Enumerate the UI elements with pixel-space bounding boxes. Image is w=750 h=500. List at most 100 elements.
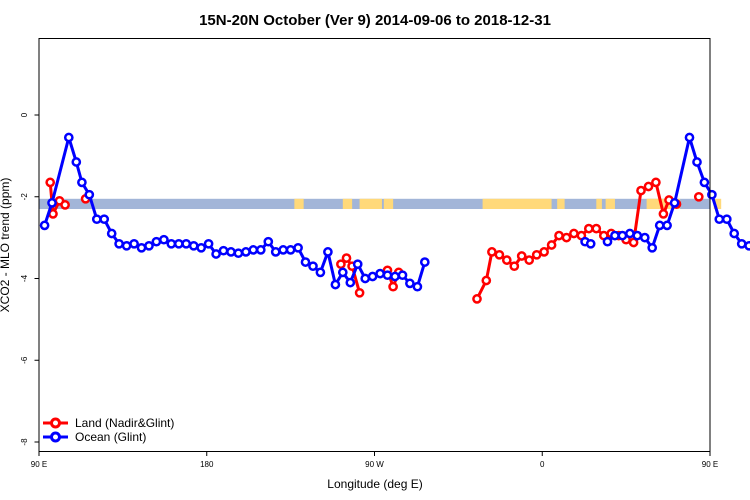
data-point bbox=[721, 214, 732, 225]
reference-band bbox=[39, 198, 722, 210]
series-layer bbox=[39, 132, 750, 304]
land-band-segment bbox=[605, 198, 615, 210]
data-point bbox=[397, 270, 408, 281]
data-point bbox=[341, 253, 352, 263]
legend-land-label: Land (Nadir&Glint) bbox=[75, 416, 174, 430]
data-point bbox=[121, 240, 132, 251]
legend-ocean-marker bbox=[50, 431, 61, 443]
data-point bbox=[707, 189, 717, 200]
x-tick-label: 90 E bbox=[31, 460, 47, 469]
x-tick-label: 90 W bbox=[365, 460, 384, 469]
series-ocean bbox=[39, 132, 750, 292]
data-point bbox=[84, 189, 95, 200]
data-point bbox=[233, 248, 244, 259]
data-point bbox=[390, 271, 400, 282]
data-point bbox=[315, 267, 326, 278]
land-band-segment bbox=[557, 198, 565, 210]
data-point bbox=[591, 223, 602, 234]
data-point bbox=[278, 245, 289, 255]
data-point bbox=[472, 294, 482, 304]
land-band-segment bbox=[383, 198, 394, 210]
data-point bbox=[546, 240, 557, 250]
data-point bbox=[39, 220, 50, 231]
data-point bbox=[583, 223, 594, 234]
x-tick-label: 0 bbox=[540, 460, 545, 469]
data-point bbox=[561, 232, 572, 243]
y-tick-label: -8 bbox=[20, 438, 29, 446]
data-point bbox=[330, 279, 341, 290]
data-point bbox=[45, 177, 56, 188]
data-point bbox=[699, 177, 710, 188]
data-point bbox=[166, 238, 177, 249]
data-point bbox=[99, 214, 110, 225]
data-point bbox=[654, 220, 665, 231]
data-point bbox=[106, 228, 117, 239]
data-point bbox=[173, 238, 184, 249]
land-band-segment bbox=[342, 198, 353, 210]
data-point bbox=[159, 234, 169, 245]
data-point bbox=[337, 267, 348, 278]
data-point bbox=[651, 177, 661, 188]
data-point bbox=[569, 228, 579, 239]
data-point bbox=[196, 242, 207, 253]
data-point bbox=[263, 236, 274, 247]
data-point bbox=[501, 255, 512, 265]
land-band-segment bbox=[596, 198, 602, 210]
series-line bbox=[43, 136, 427, 289]
data-point bbox=[487, 247, 497, 257]
x-axis: 90 E 180 90 W 0 90 E bbox=[31, 451, 718, 469]
x-tick-label: 90 E bbox=[702, 460, 718, 469]
data-point bbox=[744, 240, 750, 251]
data-point bbox=[693, 191, 704, 202]
data-point bbox=[625, 228, 635, 239]
data-point bbox=[509, 261, 520, 272]
data-point bbox=[539, 247, 549, 257]
data-point bbox=[354, 287, 365, 298]
data-point bbox=[47, 198, 57, 208]
data-point bbox=[300, 257, 311, 267]
land-band-segment bbox=[646, 198, 681, 210]
data-point bbox=[323, 247, 333, 257]
data-point bbox=[628, 237, 639, 248]
data-point bbox=[203, 238, 214, 249]
land-band-segment bbox=[359, 198, 382, 210]
data-point bbox=[211, 249, 221, 259]
data-point bbox=[129, 238, 139, 249]
data-point bbox=[412, 281, 423, 292]
x-tick-label: 180 bbox=[200, 460, 214, 469]
data-point bbox=[248, 245, 259, 255]
data-point bbox=[181, 238, 192, 249]
data-point bbox=[270, 247, 281, 257]
data-point bbox=[481, 275, 492, 286]
data-point bbox=[60, 200, 70, 210]
data-point bbox=[617, 230, 628, 241]
legend-ocean-label: Ocean (Glint) bbox=[75, 430, 146, 444]
data-point bbox=[71, 157, 82, 167]
data-point bbox=[218, 245, 229, 256]
data-point bbox=[188, 240, 199, 251]
data-point bbox=[419, 257, 430, 267]
data-point bbox=[585, 238, 596, 249]
y-tick-label: 0 bbox=[20, 112, 29, 117]
y-axis-label: XCO2 - MLO trend (ppm) bbox=[0, 178, 12, 313]
data-point bbox=[360, 273, 371, 284]
data-point bbox=[63, 132, 74, 143]
legend-land-marker bbox=[50, 417, 61, 429]
data-point bbox=[684, 132, 695, 143]
data-point bbox=[647, 242, 658, 253]
data-point bbox=[602, 236, 613, 247]
data-point bbox=[736, 238, 747, 249]
data-point bbox=[643, 181, 654, 192]
data-point bbox=[405, 278, 415, 289]
x-axis-label: Longitude (deg E) bbox=[327, 477, 422, 491]
data-point bbox=[494, 249, 505, 260]
data-point bbox=[662, 220, 672, 231]
data-point bbox=[531, 249, 542, 260]
y-tick-label: -4 bbox=[20, 274, 29, 282]
data-point bbox=[255, 245, 266, 255]
data-point bbox=[554, 230, 564, 241]
land-band-segment bbox=[294, 198, 304, 210]
data-point bbox=[144, 240, 154, 251]
data-point bbox=[692, 157, 702, 167]
